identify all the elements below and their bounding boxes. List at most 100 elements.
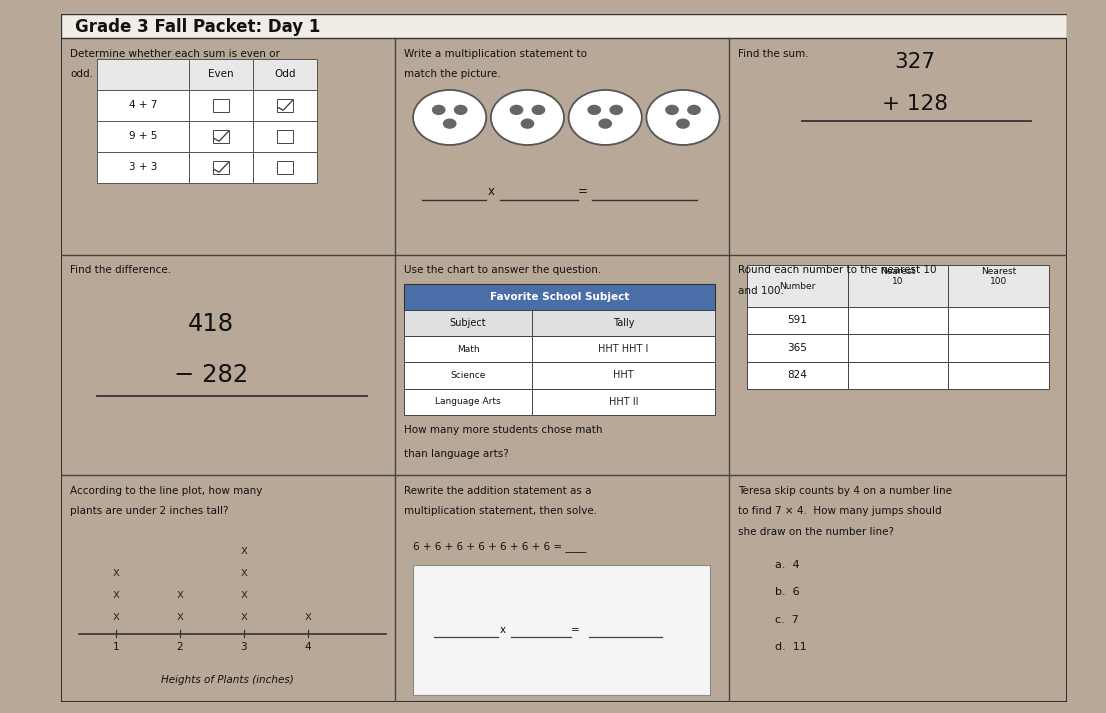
Text: Find the sum.: Find the sum. — [738, 48, 808, 58]
Text: =: = — [571, 625, 580, 635]
FancyBboxPatch shape — [189, 152, 253, 183]
FancyBboxPatch shape — [747, 334, 847, 361]
Text: multiplication statement, then solve.: multiplication statement, then solve. — [404, 506, 597, 516]
Circle shape — [491, 90, 564, 145]
Text: 365: 365 — [787, 343, 807, 353]
FancyBboxPatch shape — [414, 565, 710, 695]
Text: c.  7: c. 7 — [774, 615, 799, 625]
Text: 327: 327 — [895, 53, 936, 73]
FancyBboxPatch shape — [747, 361, 847, 389]
FancyBboxPatch shape — [189, 90, 253, 121]
Text: Rewrite the addition statement as a: Rewrite the addition statement as a — [404, 486, 592, 496]
Text: HHT: HHT — [613, 371, 634, 381]
Text: 1: 1 — [113, 642, 119, 652]
FancyBboxPatch shape — [212, 130, 229, 143]
Text: Use the chart to answer the question.: Use the chart to answer the question. — [404, 265, 602, 275]
Text: Even: Even — [208, 69, 233, 79]
Text: x: x — [499, 625, 505, 635]
Text: 2: 2 — [177, 642, 184, 652]
FancyBboxPatch shape — [253, 90, 317, 121]
Circle shape — [587, 105, 602, 115]
FancyBboxPatch shape — [189, 121, 253, 152]
Text: HHT HHT I: HHT HHT I — [598, 344, 649, 354]
Text: Write a multiplication statement to: Write a multiplication statement to — [404, 48, 587, 58]
Circle shape — [568, 90, 641, 145]
Text: x: x — [176, 610, 184, 623]
FancyBboxPatch shape — [404, 310, 532, 337]
Text: Determine whether each sum is even or: Determine whether each sum is even or — [70, 48, 280, 58]
FancyBboxPatch shape — [404, 337, 532, 362]
FancyBboxPatch shape — [97, 152, 189, 183]
FancyBboxPatch shape — [847, 265, 948, 307]
Text: to find 7 × 4.  How many jumps should: to find 7 × 4. How many jumps should — [738, 506, 941, 516]
Text: 824: 824 — [787, 371, 807, 381]
Text: Science: Science — [450, 371, 486, 380]
FancyBboxPatch shape — [212, 99, 229, 112]
Circle shape — [521, 118, 534, 129]
Text: match the picture.: match the picture. — [404, 69, 501, 79]
Text: Grade 3 Fall Packet: Day 1: Grade 3 Fall Packet: Day 1 — [74, 18, 320, 36]
FancyBboxPatch shape — [253, 59, 317, 90]
Circle shape — [532, 105, 545, 115]
Text: x: x — [176, 588, 184, 601]
Text: 4: 4 — [304, 642, 311, 652]
Text: d.  11: d. 11 — [774, 642, 806, 652]
Text: 591: 591 — [787, 315, 807, 325]
Text: x: x — [240, 588, 248, 601]
Circle shape — [646, 90, 720, 145]
Text: Heights of Plants (inches): Heights of Plants (inches) — [161, 675, 294, 685]
FancyBboxPatch shape — [532, 362, 716, 389]
Text: Round each number to the nearest 10: Round each number to the nearest 10 — [738, 265, 937, 275]
FancyBboxPatch shape — [847, 361, 948, 389]
Circle shape — [442, 118, 457, 129]
Text: x: x — [240, 610, 248, 623]
FancyBboxPatch shape — [253, 152, 317, 183]
FancyBboxPatch shape — [404, 389, 532, 415]
FancyBboxPatch shape — [276, 99, 293, 112]
Text: x: x — [240, 566, 248, 579]
Circle shape — [676, 118, 690, 129]
Text: odd.: odd. — [70, 69, 93, 79]
FancyBboxPatch shape — [189, 59, 253, 90]
FancyBboxPatch shape — [253, 121, 317, 152]
Circle shape — [665, 105, 679, 115]
Text: and 100.: and 100. — [738, 286, 784, 296]
Circle shape — [414, 90, 487, 145]
Text: How many more students chose math: How many more students chose math — [404, 425, 603, 435]
FancyBboxPatch shape — [747, 265, 847, 307]
Text: she draw on the number line?: she draw on the number line? — [738, 527, 894, 537]
Text: Favorite School Subject: Favorite School Subject — [490, 292, 629, 302]
Text: 6 + 6 + 6 + 6 + 6 + 6 + 6 = ____: 6 + 6 + 6 + 6 + 6 + 6 + 6 = ____ — [414, 540, 586, 552]
Text: than language arts?: than language arts? — [404, 449, 509, 459]
FancyBboxPatch shape — [948, 265, 1048, 307]
Text: 3: 3 — [240, 642, 247, 652]
FancyBboxPatch shape — [212, 161, 229, 173]
FancyBboxPatch shape — [404, 362, 532, 389]
Text: x: x — [112, 566, 119, 579]
Circle shape — [431, 105, 446, 115]
Text: plants are under 2 inches tall?: plants are under 2 inches tall? — [70, 506, 229, 516]
Text: b.  6: b. 6 — [774, 588, 800, 597]
Text: According to the line plot, how many: According to the line plot, how many — [70, 486, 262, 496]
Text: Number: Number — [780, 282, 815, 290]
Text: − 282: − 282 — [174, 364, 248, 387]
Text: 418: 418 — [188, 312, 234, 336]
FancyBboxPatch shape — [97, 90, 189, 121]
Circle shape — [598, 118, 612, 129]
Text: Find the difference.: Find the difference. — [70, 265, 171, 275]
FancyBboxPatch shape — [97, 59, 189, 90]
FancyBboxPatch shape — [948, 334, 1048, 361]
Text: Tally: Tally — [613, 318, 634, 328]
Text: x: x — [488, 185, 494, 198]
FancyBboxPatch shape — [276, 130, 293, 143]
Text: 9 + 5: 9 + 5 — [129, 131, 157, 141]
Circle shape — [453, 105, 468, 115]
Circle shape — [510, 105, 523, 115]
Text: x: x — [240, 544, 248, 557]
Circle shape — [609, 105, 623, 115]
FancyBboxPatch shape — [532, 310, 716, 337]
Text: x: x — [112, 588, 119, 601]
Text: HHT II: HHT II — [608, 396, 638, 406]
Circle shape — [687, 105, 701, 115]
Text: Nearest
100: Nearest 100 — [981, 267, 1016, 286]
